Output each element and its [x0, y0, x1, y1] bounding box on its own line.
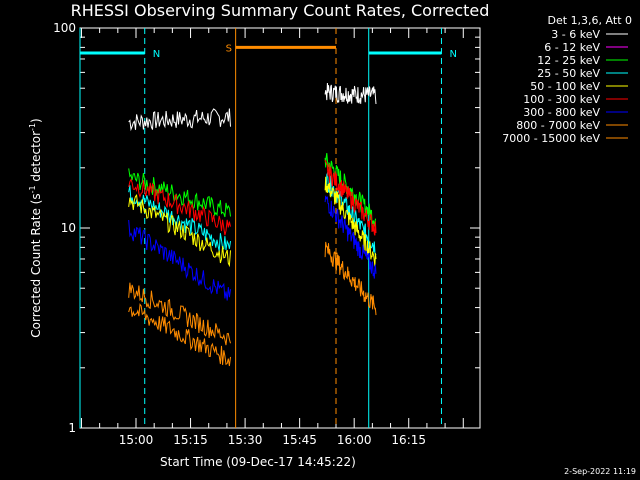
legend-label: 25 - 50 keV [537, 67, 600, 80]
y-axis: 1 10 100 [53, 21, 480, 435]
data-series [128, 82, 377, 367]
legend-label: 7000 - 15000 keV [502, 132, 600, 145]
series-line [324, 153, 376, 227]
series-line [128, 108, 231, 132]
legend-label: 100 - 300 keV [523, 93, 600, 106]
x-tick-label: 15:30 [228, 433, 263, 447]
x-tick-label: 16:15 [391, 433, 426, 447]
series-line [324, 82, 377, 105]
series-line [324, 176, 377, 267]
series-line [128, 178, 231, 236]
flag-label: N [153, 49, 160, 60]
series-line [324, 195, 377, 279]
y-axis-label: Corrected Count Rate (s-1 detector-1) [28, 118, 43, 337]
x-tick-label: 16:00 [337, 433, 372, 447]
series-line [128, 193, 231, 268]
flag-label: S [226, 43, 232, 54]
legend-label: 12 - 25 keV [537, 54, 600, 67]
chart-title: RHESSI Observing Summary Count Rates, Co… [71, 1, 490, 20]
legend-label: 800 - 7000 keV [516, 119, 600, 132]
series-line [128, 168, 231, 218]
y-tick-label: 100 [53, 21, 76, 35]
series-line [128, 219, 231, 301]
x-tick-label: 15:00 [119, 433, 154, 447]
y-tick-label: 10 [61, 221, 76, 235]
plot-timestamp: 2-Sep-2022 11:19 [564, 467, 636, 476]
legend-label: 50 - 100 keV [530, 80, 600, 93]
x-tick-label: 15:45 [282, 433, 317, 447]
series-line [325, 171, 377, 257]
flag-label: N [449, 49, 456, 60]
series-line [128, 282, 231, 346]
x-tick-label: 15:15 [173, 433, 208, 447]
legend-label: 300 - 800 keV [523, 106, 600, 119]
series-line [324, 241, 377, 316]
legend-label: 3 - 6 keV [551, 28, 600, 41]
legend-title: Det 1,3,6, Att 0 [548, 14, 632, 27]
x-axis-label: Start Time (09-Dec-17 14:45:22) [160, 455, 356, 469]
legend-label: 6 - 12 keV [544, 41, 600, 54]
x-axis: 15:00 15:15 15:30 15:45 16:00 16:15 [80, 28, 464, 447]
y-tick-label: 1 [68, 421, 76, 435]
series-line [324, 159, 377, 236]
series-line [128, 303, 231, 367]
